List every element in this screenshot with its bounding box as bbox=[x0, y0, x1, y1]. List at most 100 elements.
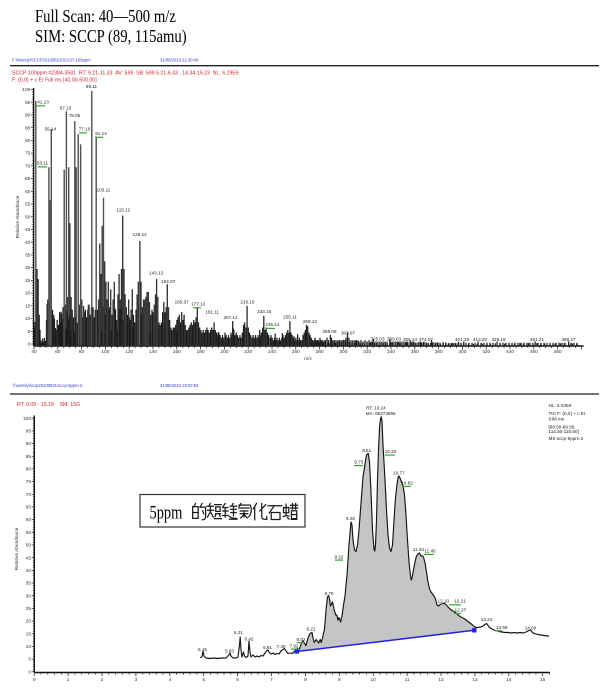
svg-text:35: 35 bbox=[26, 581, 32, 587]
svg-text:70: 70 bbox=[25, 163, 31, 169]
svg-text:339.03: 339.03 bbox=[387, 337, 401, 342]
svg-text:13.24: 13.24 bbox=[481, 617, 493, 622]
svg-text:4: 4 bbox=[168, 677, 171, 683]
svg-text:5: 5 bbox=[28, 657, 31, 663]
svg-text:10: 10 bbox=[26, 644, 32, 650]
svg-text:120: 120 bbox=[125, 349, 133, 355]
svg-text:60: 60 bbox=[55, 349, 61, 355]
svg-text:65: 65 bbox=[25, 176, 31, 182]
svg-text:289.06: 289.06 bbox=[322, 329, 336, 334]
svg-text:13: 13 bbox=[472, 677, 478, 683]
svg-text:12.10: 12.10 bbox=[438, 598, 450, 603]
svg-text:7: 7 bbox=[270, 677, 273, 683]
svg-text:40: 40 bbox=[31, 349, 37, 355]
svg-text:[88.50-89.50,: [88.50-89.50, bbox=[549, 424, 576, 429]
svg-text:460: 460 bbox=[530, 349, 538, 355]
svg-text:6.91: 6.91 bbox=[263, 645, 272, 650]
svg-text:10.82: 10.82 bbox=[401, 480, 413, 485]
svg-text:95: 95 bbox=[26, 429, 32, 435]
svg-text:50: 50 bbox=[26, 543, 32, 549]
svg-text:325.03: 325.03 bbox=[370, 337, 384, 342]
svg-text:5: 5 bbox=[202, 677, 205, 683]
svg-text:m/z: m/z bbox=[304, 356, 312, 362]
svg-text:F: {0,0} + c EI Full ms [40.00: F: {0,0} + c EI Full ms [40.00-500.00] bbox=[12, 78, 97, 84]
svg-text:489.27: 489.27 bbox=[561, 337, 575, 342]
svg-text:41.13: 41.13 bbox=[37, 100, 49, 105]
svg-text:60: 60 bbox=[25, 189, 31, 195]
svg-text:80: 80 bbox=[25, 138, 31, 144]
svg-text:70: 70 bbox=[26, 492, 32, 498]
svg-text:55: 55 bbox=[25, 202, 31, 208]
svg-text:5ppm: 5ppm bbox=[150, 502, 183, 523]
svg-text:140: 140 bbox=[149, 349, 157, 355]
svg-text:80: 80 bbox=[26, 467, 32, 473]
svg-text:5.83: 5.83 bbox=[225, 648, 234, 653]
svg-text:12.21: 12.21 bbox=[454, 599, 466, 604]
svg-text:11.40: 11.40 bbox=[424, 548, 436, 553]
svg-text:30: 30 bbox=[25, 265, 31, 271]
svg-text:100: 100 bbox=[23, 416, 31, 422]
svg-text:11: 11 bbox=[405, 677, 410, 683]
svg-text:75: 75 bbox=[25, 151, 31, 157]
svg-text:10.77: 10.77 bbox=[393, 470, 405, 475]
svg-text:9.73: 9.73 bbox=[354, 460, 363, 465]
svg-text:35: 35 bbox=[25, 253, 31, 259]
svg-text:280: 280 bbox=[316, 349, 324, 355]
svg-text:25: 25 bbox=[25, 278, 31, 284]
svg-text:14.60: 14.60 bbox=[525, 626, 537, 631]
svg-text:10.32: 10.32 bbox=[385, 449, 397, 454]
svg-text:10: 10 bbox=[371, 677, 377, 683]
svg-text:2: 2 bbox=[101, 677, 104, 683]
svg-text:143.13: 143.13 bbox=[149, 271, 163, 276]
svg-text:220: 220 bbox=[244, 349, 252, 355]
svg-text:60: 60 bbox=[26, 517, 32, 523]
svg-text:233.16: 233.16 bbox=[257, 309, 271, 314]
svg-text:0: 0 bbox=[33, 677, 36, 683]
svg-text:55.14: 55.14 bbox=[45, 127, 57, 132]
svg-text:50: 50 bbox=[25, 214, 31, 220]
svg-text:152.07: 152.07 bbox=[161, 279, 175, 284]
svg-text:55: 55 bbox=[26, 530, 32, 536]
svg-text:TIC F: {0,0} + c EI: TIC F: {0,0} + c EI bbox=[549, 411, 586, 416]
svg-text:6: 6 bbox=[236, 677, 239, 683]
svg-text:356.14: 356.14 bbox=[403, 337, 417, 342]
svg-text:75.05: 75.05 bbox=[69, 113, 81, 118]
svg-text:129.14: 129.14 bbox=[133, 232, 147, 237]
svg-text:100: 100 bbox=[22, 87, 30, 93]
svg-text:340: 340 bbox=[387, 349, 395, 355]
svg-text:400: 400 bbox=[458, 349, 466, 355]
svg-text:0: 0 bbox=[28, 342, 31, 348]
svg-text:480: 480 bbox=[554, 349, 562, 355]
svg-text:67.13: 67.13 bbox=[60, 106, 72, 111]
svg-text:f:\wendy\sccp20100821\sccp-5pp: f:\wendy\sccp20100821\sccp-5ppm-2 bbox=[13, 383, 83, 388]
svg-text:15: 15 bbox=[25, 303, 31, 309]
svg-text:14: 14 bbox=[506, 677, 512, 683]
svg-text:40: 40 bbox=[26, 568, 32, 574]
svg-text:7.92: 7.92 bbox=[290, 643, 299, 648]
svg-text:31/08/2010 19:03:59: 31/08/2010 19:03:59 bbox=[160, 383, 199, 388]
svg-text:10: 10 bbox=[25, 316, 31, 322]
svg-text:165.07: 165.07 bbox=[175, 300, 189, 305]
svg-text:115.12: 115.12 bbox=[117, 208, 131, 213]
svg-text:RT: 0.00 - 15.19 SM: 15G: RT: 0.00 - 15.19 SM: 15G bbox=[17, 402, 80, 408]
svg-text:6.21: 6.21 bbox=[234, 630, 243, 635]
svg-text:100: 100 bbox=[101, 349, 109, 355]
svg-text:177.13: 177.13 bbox=[191, 302, 205, 307]
svg-text:8: 8 bbox=[304, 677, 307, 683]
svg-text:91.14: 91.14 bbox=[95, 131, 107, 136]
svg-text:269.13: 269.13 bbox=[303, 319, 317, 324]
svg-text:65: 65 bbox=[26, 505, 32, 511]
svg-text:30: 30 bbox=[26, 593, 32, 599]
svg-text:F:\Wendy\SCCP20100821\SCCP-100: F:\Wendy\SCCP20100821\SCCP-100ppm bbox=[12, 58, 91, 63]
svg-text:25: 25 bbox=[26, 606, 32, 612]
svg-text:8.21: 8.21 bbox=[307, 627, 316, 632]
svg-text:8.70: 8.70 bbox=[325, 591, 334, 596]
svg-text:Relative Abundance: Relative Abundance bbox=[14, 527, 20, 570]
svg-text:75: 75 bbox=[26, 479, 32, 485]
svg-text:429.19: 429.19 bbox=[491, 337, 505, 342]
svg-text:260: 260 bbox=[292, 349, 300, 355]
svg-text:31/08/2010 21:30:48: 31/08/2010 21:30:48 bbox=[160, 58, 199, 63]
svg-text:303.07: 303.07 bbox=[341, 331, 355, 336]
svg-text:12: 12 bbox=[438, 677, 444, 683]
svg-text:9.26: 9.26 bbox=[346, 516, 355, 521]
